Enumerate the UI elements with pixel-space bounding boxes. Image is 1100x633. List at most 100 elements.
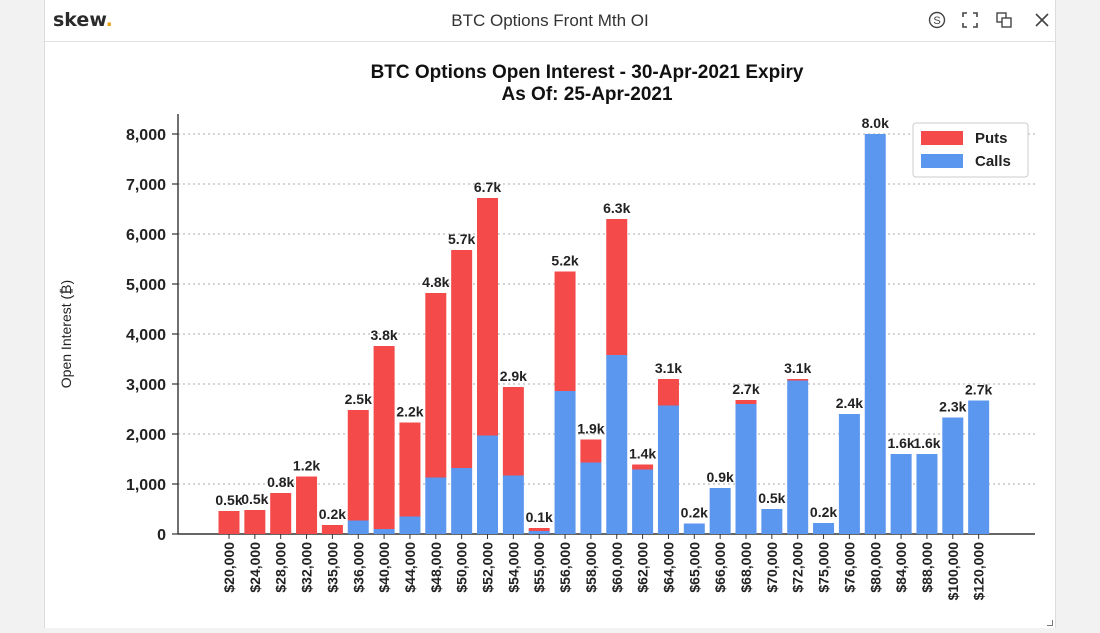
fullscreen-icon	[962, 12, 978, 28]
bar-puts	[321, 525, 343, 534]
x-tick-label: $75,000	[816, 542, 832, 593]
bar-calls	[968, 400, 990, 534]
oi-chart: BTC Options Open Interest - 30-Apr-2021 …	[58, 62, 1035, 601]
x-tick-label: $48,000	[428, 542, 444, 593]
x-tick-label: $24,000	[247, 542, 263, 593]
x-tick-label: $55,000	[531, 542, 547, 593]
bar-total-label: 3.1k	[784, 360, 811, 376]
x-tick-label: $120,000	[971, 542, 987, 601]
bar-calls	[813, 523, 835, 534]
bar-puts	[270, 493, 292, 534]
bar-total-label: 4.8k	[422, 274, 449, 290]
x-tick-label: $70,000	[764, 542, 780, 593]
legend-label-puts: Puts	[975, 130, 1008, 147]
bar-puts	[399, 422, 421, 517]
x-tick-label: $52,000	[480, 542, 496, 593]
bar-total-label: 0.8k	[267, 474, 294, 490]
x-tick-label: $40,000	[376, 542, 392, 593]
title-bar: skew. BTC Options Front Mth OI S	[45, 0, 1055, 42]
bar-total-label: 0.5k	[241, 491, 268, 507]
y-tick-label: 3,000	[126, 377, 166, 394]
bar-calls	[347, 520, 369, 534]
chart-subtitle: As Of: 25-Apr-2021	[501, 84, 672, 105]
bar-puts	[244, 510, 266, 534]
bar-total-label: 1.2k	[293, 458, 320, 474]
bar-calls	[502, 475, 524, 534]
bar-total-label: 2.4k	[836, 395, 863, 411]
duplicate-button[interactable]	[993, 9, 1015, 31]
bar-calls	[916, 454, 938, 534]
legend-swatch-calls	[921, 154, 963, 168]
bar-calls	[632, 469, 654, 534]
x-tick-label: $65,000	[686, 542, 702, 593]
bar-total-label: 2.5k	[345, 391, 372, 407]
currency-button[interactable]: S	[926, 9, 948, 31]
x-tick-label: $68,000	[738, 542, 754, 593]
bar-total-label: 0.1k	[526, 509, 553, 525]
x-tick-label: $60,000	[609, 542, 625, 593]
x-tick-label: $64,000	[660, 542, 676, 593]
bar-calls	[942, 417, 964, 534]
x-tick-label: $56,000	[557, 542, 573, 593]
bar-calls	[761, 509, 783, 534]
x-tick-label: $76,000	[841, 542, 857, 593]
bar-calls	[735, 404, 757, 534]
legend-swatch-puts	[921, 131, 963, 145]
bar-total-label: 6.7k	[474, 179, 501, 195]
bar-puts	[580, 439, 602, 463]
y-tick-label: 7,000	[126, 177, 166, 194]
bar-puts	[373, 346, 395, 529]
bar-total-label: 5.2k	[551, 253, 578, 269]
y-tick-label: 0	[157, 527, 166, 544]
bar-total-label: 2.7k	[732, 381, 759, 397]
bar-calls	[399, 516, 421, 534]
x-tick-label: $50,000	[454, 542, 470, 593]
bar-calls	[864, 134, 886, 534]
bar-total-label: 2.2k	[396, 404, 423, 420]
x-tick-label: $20,000	[221, 542, 237, 593]
bar-calls	[787, 380, 809, 534]
bar-puts	[632, 464, 654, 470]
bar-total-label: 1.6k	[887, 435, 914, 451]
bar-puts	[477, 198, 498, 436]
x-tick-label: $62,000	[635, 542, 651, 593]
bar-total-label: 1.6k	[913, 435, 940, 451]
bar-total-label: 3.8k	[370, 327, 397, 343]
x-tick-label: $28,000	[273, 542, 289, 593]
logo-dot: .	[105, 9, 113, 31]
bar-calls	[709, 488, 731, 534]
y-tick-label: 1,000	[126, 477, 166, 494]
bar-puts	[787, 379, 809, 381]
y-tick-label: 5,000	[126, 277, 166, 294]
fullscreen-button[interactable]	[959, 9, 981, 31]
x-tick-label: $44,000	[402, 542, 418, 593]
resize-handle[interactable]	[1047, 620, 1053, 626]
bar-calls	[373, 529, 395, 534]
bar-total-label: 1.9k	[577, 421, 604, 437]
x-tick-label: $88,000	[919, 542, 935, 593]
bar-total-label: 0.5k	[758, 490, 785, 506]
bar-puts	[451, 250, 473, 468]
bar-total-label: 0.2k	[319, 506, 346, 522]
bar-puts	[218, 511, 240, 534]
bar-total-label: 0.9k	[707, 469, 734, 485]
bar-calls	[451, 468, 473, 534]
bar-total-label: 8.0k	[862, 115, 889, 131]
y-tick-label: 2,000	[126, 427, 166, 444]
bar-puts	[606, 219, 628, 355]
x-tick-label: $36,000	[350, 542, 366, 593]
x-tick-label: $32,000	[299, 542, 315, 593]
logo-text: skew	[53, 9, 106, 31]
bar-total-label: 3.1k	[655, 360, 682, 376]
window-title: BTC Options Front Mth OI	[451, 11, 649, 30]
x-tick-label: $35,000	[324, 542, 340, 593]
y-tick-label: 6,000	[126, 227, 166, 244]
bar-calls	[554, 391, 576, 534]
bar-calls	[657, 405, 679, 534]
bar-puts	[425, 293, 447, 478]
close-button[interactable]	[1031, 9, 1053, 31]
bar-calls	[477, 435, 498, 534]
x-tick-label: $54,000	[505, 542, 521, 593]
y-axis-label: Open Interest (₿)	[58, 280, 74, 388]
bar-total-label: 5.7k	[448, 231, 475, 247]
